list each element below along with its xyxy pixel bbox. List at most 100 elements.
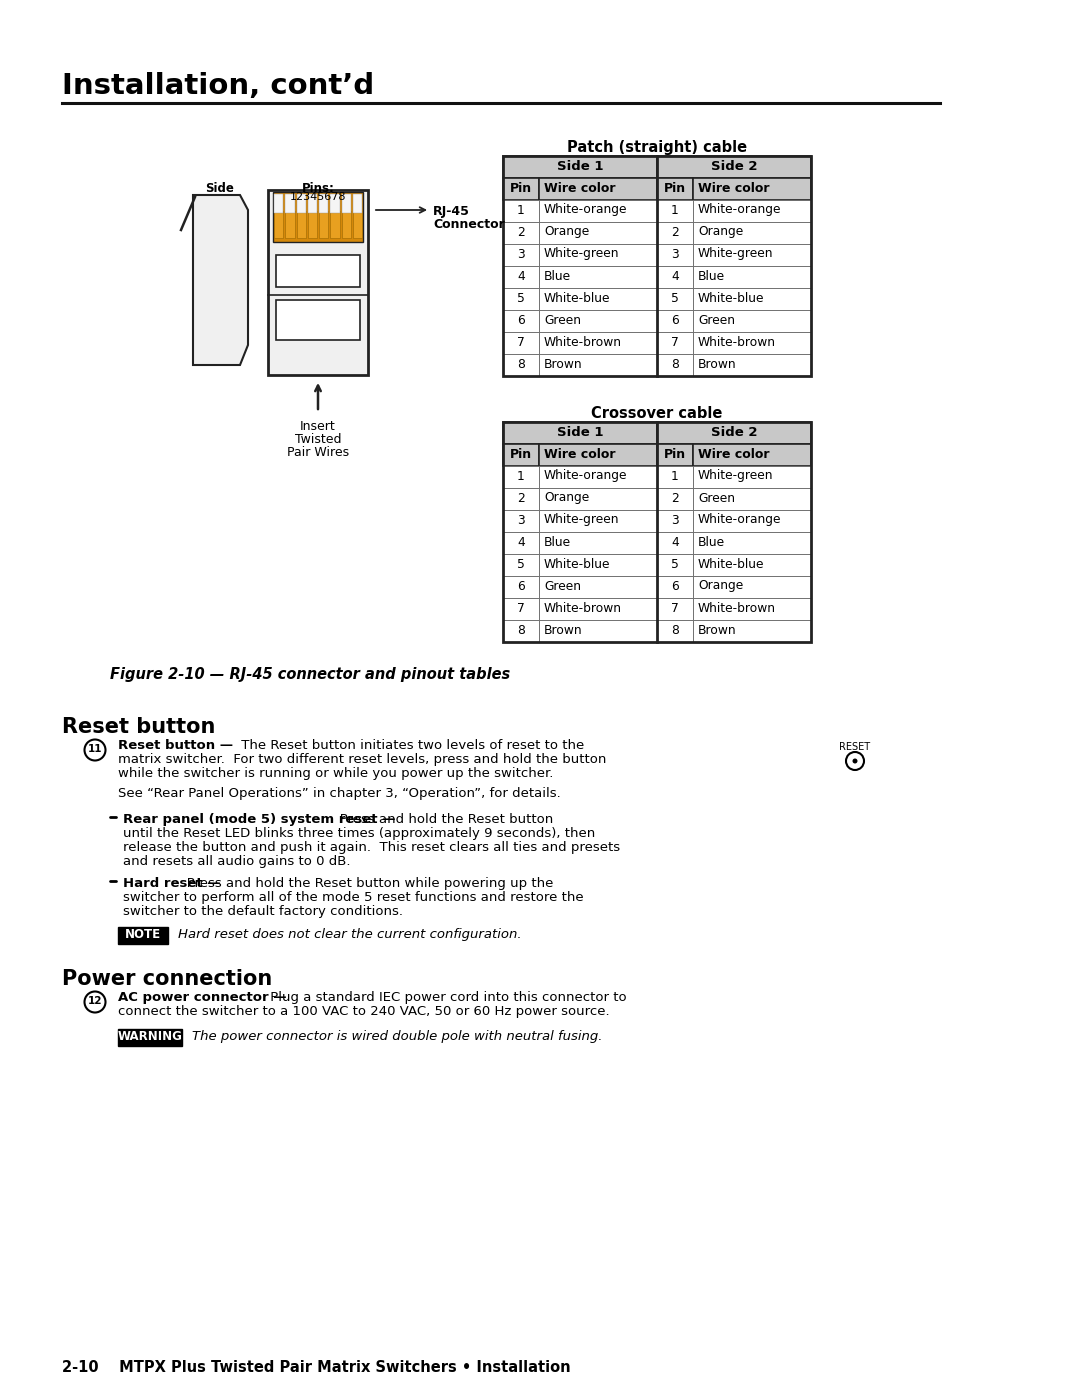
Text: 3: 3 [671,247,679,260]
Text: NOTE: NOTE [125,928,161,942]
Bar [118,1030,183,1046]
Bar [503,532,539,555]
Bar [539,444,657,467]
Circle shape [84,739,106,760]
Bar [503,156,811,376]
Text: Side 1: Side 1 [557,426,604,439]
Bar [693,353,811,376]
Bar [539,620,657,643]
Text: 2: 2 [671,492,679,504]
Bar [657,200,693,222]
Text: Wire color: Wire color [698,447,769,461]
Text: Blue: Blue [544,535,571,549]
Text: 6: 6 [517,580,525,592]
Text: Pin: Pin [664,447,686,461]
Text: Green: Green [544,580,581,592]
Bar [693,288,811,310]
Text: Wire color: Wire color [698,182,769,194]
Bar [657,422,811,444]
Bar [693,200,811,222]
Bar [276,256,360,286]
Bar [539,310,657,332]
Text: 2: 2 [671,225,679,239]
Text: White-blue: White-blue [698,557,765,570]
Text: 7: 7 [517,335,525,348]
Text: 7: 7 [671,335,679,348]
Text: 2: 2 [517,225,525,239]
Text: Green: Green [698,313,735,327]
Text: release the button and push it again.  This reset clears all ties and presets: release the button and push it again. Th… [123,841,620,854]
Text: 6: 6 [671,313,679,327]
Text: The Reset button initiates two levels of reset to the: The Reset button initiates two levels of… [237,739,584,752]
Text: switcher to the default factory conditions.: switcher to the default factory conditio… [123,905,403,918]
Text: White-blue: White-blue [544,557,610,570]
Bar [657,620,693,643]
Bar [341,194,351,212]
Bar [308,194,318,212]
Bar [693,310,811,332]
Bar [285,194,295,212]
Text: 5: 5 [671,557,679,570]
Bar [539,244,657,265]
Text: and resets all audio gains to 0 dB.: and resets all audio gains to 0 dB. [123,855,351,868]
Text: 4: 4 [671,535,679,549]
Bar [503,200,539,222]
Text: Crossover cable: Crossover cable [592,407,723,420]
Bar [657,353,693,376]
Bar [330,194,339,212]
Text: 6: 6 [517,313,525,327]
Bar [503,488,539,510]
Bar [539,353,657,376]
Text: 11: 11 [87,745,103,754]
Bar [693,510,811,532]
Text: Orange: Orange [544,492,590,504]
Text: White-green: White-green [544,247,620,260]
Text: 8: 8 [671,623,679,637]
Bar [503,310,539,332]
Text: See “Rear Panel Operations” in chapter 3, “Operation”, for details.: See “Rear Panel Operations” in chapter 3… [118,787,561,800]
Bar [503,422,657,444]
Bar [297,211,306,237]
Text: Pins:: Pins: [301,182,335,196]
Bar [693,532,811,555]
Text: 4: 4 [517,270,525,282]
Text: 1: 1 [517,204,525,217]
Bar [539,332,657,353]
Text: White-brown: White-brown [544,335,622,348]
Circle shape [846,752,864,770]
Text: 7: 7 [671,602,679,615]
Bar [657,532,693,555]
Bar [353,211,362,237]
Bar [539,532,657,555]
Text: Brown: Brown [698,358,737,370]
Circle shape [852,759,858,764]
Bar [274,194,283,212]
Bar [118,928,168,944]
Text: 5: 5 [517,557,525,570]
Bar [319,211,328,237]
Text: Insert: Insert [300,420,336,433]
Text: White-orange: White-orange [698,514,782,527]
Text: RJ-45: RJ-45 [433,205,470,218]
Bar [503,576,539,598]
Bar [503,620,539,643]
Text: Power connection: Power connection [62,970,272,989]
Text: Plug a standard IEC power cord into this connector to: Plug a standard IEC power cord into this… [266,990,626,1004]
Bar [503,288,539,310]
Bar [693,620,811,643]
Bar [539,265,657,288]
Bar [657,444,693,467]
Bar [657,156,811,177]
Text: White-brown: White-brown [698,602,777,615]
Bar [657,576,693,598]
Bar [539,467,657,488]
Bar [503,244,539,265]
Bar [657,288,693,310]
Bar [353,194,362,212]
Text: Side 1: Side 1 [557,159,604,172]
Text: 1: 1 [671,469,679,482]
Text: Wire color: Wire color [544,447,616,461]
Text: switcher to perform all of the mode 5 reset functions and restore the: switcher to perform all of the mode 5 re… [123,891,583,904]
Text: Orange: Orange [698,225,743,239]
Bar [539,177,657,200]
